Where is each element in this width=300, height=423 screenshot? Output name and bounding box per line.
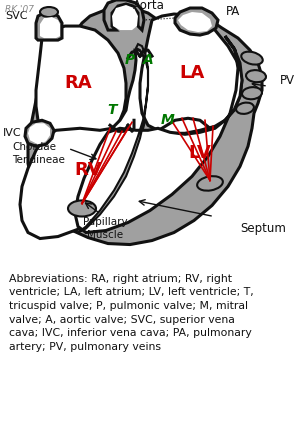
Text: RA: RA [64,74,92,92]
Text: M: M [161,113,175,127]
Polygon shape [28,5,262,244]
Polygon shape [75,36,242,233]
Polygon shape [36,13,62,40]
Polygon shape [28,123,50,144]
Text: Papillary
Muscle: Papillary Muscle [83,217,127,240]
Text: LV: LV [189,144,211,162]
Text: T: T [107,103,117,117]
Text: LA: LA [179,64,205,82]
Polygon shape [20,50,148,239]
Polygon shape [178,12,212,32]
Text: SVC: SVC [5,11,28,21]
Polygon shape [36,26,126,138]
Text: PA: PA [226,5,240,17]
Polygon shape [40,17,60,38]
Ellipse shape [197,176,223,191]
Polygon shape [25,120,54,146]
Text: RV: RV [74,162,102,179]
Text: PV: PV [280,74,295,87]
Text: Abbreviations: RA, right atrium; RV, right
ventricle; LA, left atrium; LV, left : Abbreviations: RA, right atrium; RV, rig… [9,274,254,352]
Polygon shape [175,8,218,35]
Polygon shape [78,44,148,233]
Ellipse shape [40,7,58,17]
Ellipse shape [246,70,266,82]
Ellipse shape [242,87,262,99]
Ellipse shape [241,52,263,65]
Text: Chordae
Tendineae: Chordae Tendineae [12,142,65,165]
Text: P: P [125,53,135,67]
Text: Aorta: Aorta [133,0,165,11]
Ellipse shape [68,201,96,217]
Polygon shape [104,0,144,30]
Ellipse shape [236,103,254,114]
Ellipse shape [114,6,136,20]
Polygon shape [112,5,138,30]
Text: Septum: Septum [240,222,286,235]
Text: RK '07: RK '07 [5,5,34,14]
Text: IVC: IVC [3,128,22,138]
Polygon shape [140,14,242,133]
Text: A: A [142,53,153,67]
